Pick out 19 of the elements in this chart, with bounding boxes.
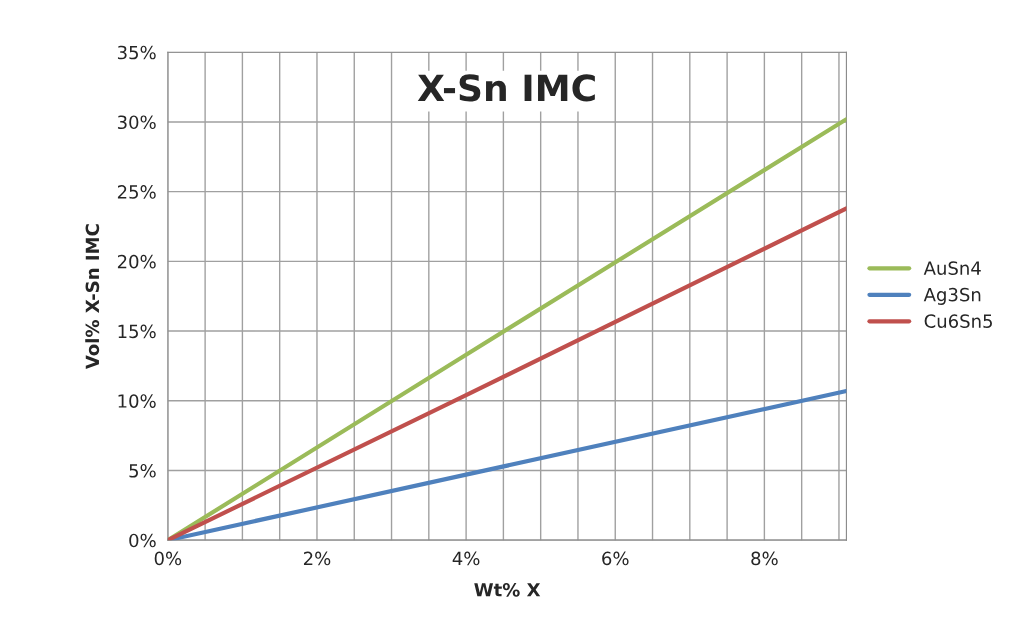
y-tick-label: 5%	[129, 463, 156, 478]
y-tick-label: 15%	[118, 324, 156, 339]
y-tick-label: 25%	[117, 185, 156, 199]
y-tick-label: 0%	[129, 533, 156, 548]
y-tick-label: 30%	[117, 115, 156, 130]
x-tick-label: 2%	[303, 551, 331, 566]
y-tick-label: 20%	[117, 254, 156, 269]
legend-label: Cu6Sn5	[924, 314, 992, 328]
legend-label: Ag3Sn	[923, 287, 981, 305]
x-tick-label: 8%	[751, 551, 778, 566]
x-tick-label: 6%	[602, 551, 629, 566]
y-tick-label: 10%	[118, 394, 156, 408]
x-tick-label: 4%	[452, 551, 480, 566]
y-tick-label: 35%	[117, 45, 156, 60]
y-axis-title: Vol% X-Sn IMC	[85, 224, 100, 370]
x-tick-label: 0%	[154, 551, 182, 566]
chart-title: X-Sn IMC	[417, 74, 595, 102]
legend-label: AuSn4	[923, 261, 981, 275]
x-axis-title: Wt% X	[474, 582, 541, 597]
